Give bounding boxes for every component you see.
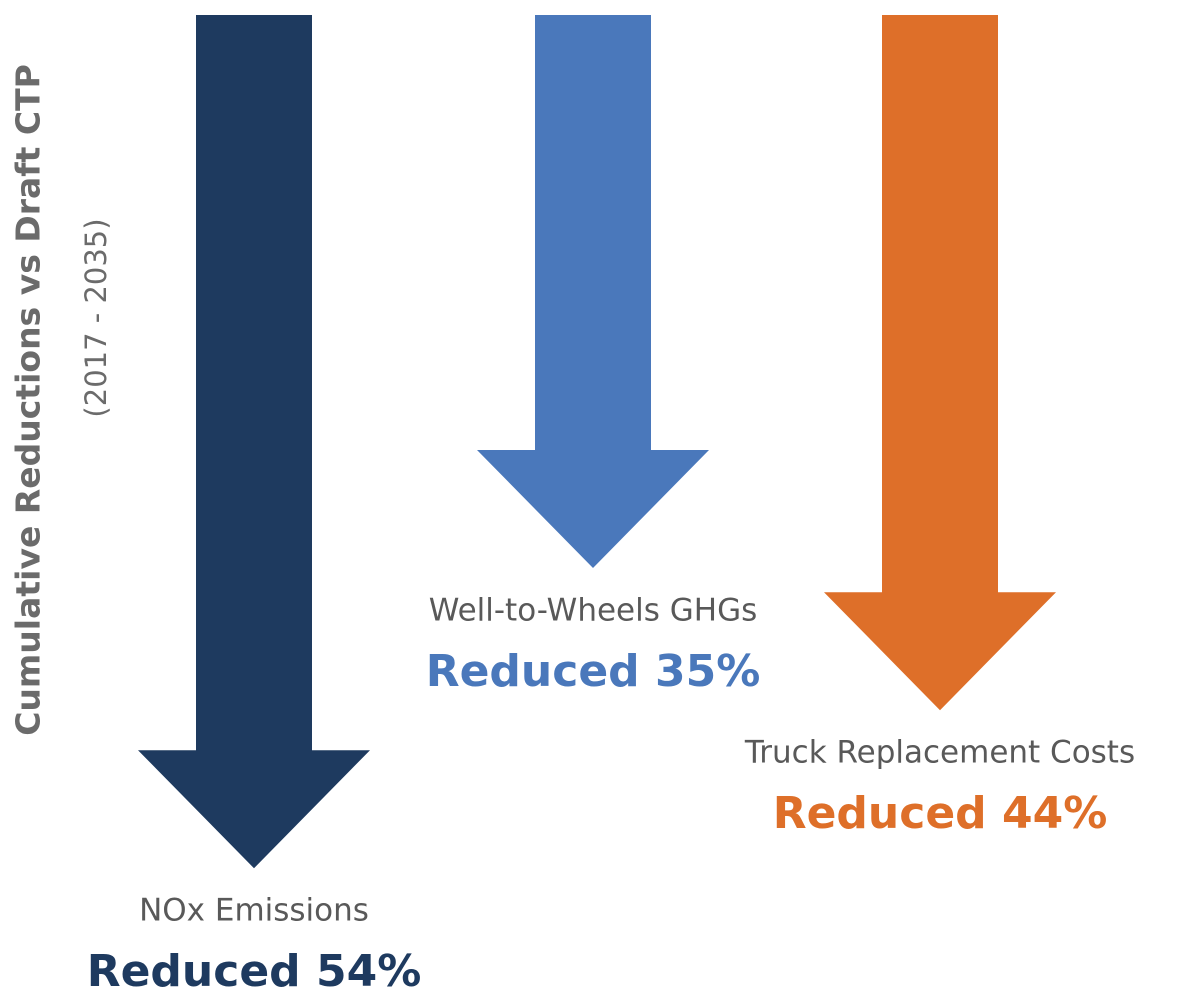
category-label: Well-to-Wheels GHGs: [429, 593, 758, 629]
arrow: [138, 15, 370, 869]
value-label: Reduced 54%: [87, 946, 422, 992]
value-label: Reduced 44%: [773, 788, 1108, 839]
arrow: [477, 15, 709, 568]
category-label: Truck Replacement Costs: [744, 735, 1135, 771]
arrow: [824, 15, 1056, 711]
y-axis-label: Cumulative Reductions vs Draft CTP: [9, 64, 48, 736]
value-label: Reduced 35%: [426, 646, 761, 697]
subtitle: (2017 - 2035): [79, 218, 113, 417]
category-label: NOx Emissions: [139, 893, 369, 929]
